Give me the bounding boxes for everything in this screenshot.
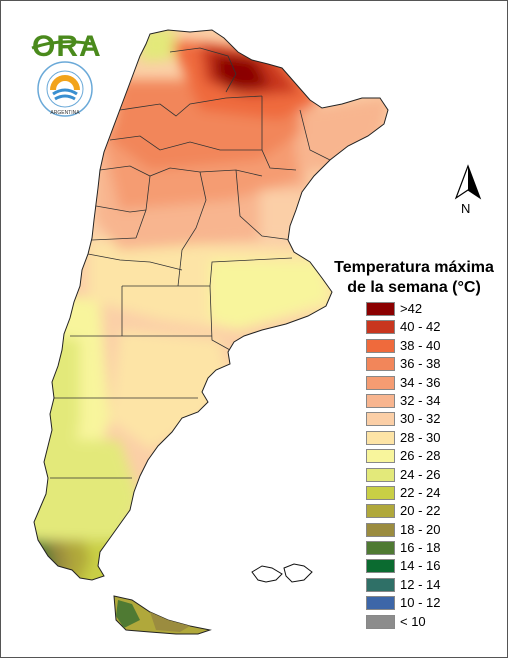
legend-swatch	[366, 467, 395, 482]
legend-swatch	[366, 504, 395, 519]
legend-label: 34 - 36	[400, 374, 441, 390]
smn-country-label: ARGENTINA	[50, 110, 80, 116]
legend-swatch	[366, 614, 395, 629]
legend-swatch	[366, 320, 395, 335]
legend-swatch	[366, 559, 395, 574]
ora-logo: ORA	[32, 30, 102, 63]
north-arrow-icon	[454, 164, 482, 200]
legend-label: 22 - 24	[400, 484, 441, 500]
legend-swatch	[366, 430, 395, 445]
legend-swatch	[366, 412, 395, 427]
legend-swatch	[366, 375, 395, 390]
legend-title: Temperatura máxima de la semana (°C)	[324, 258, 504, 298]
legend-title-line2: de la semana (°C)	[347, 279, 481, 296]
legend-swatch	[366, 449, 395, 464]
legend-label: 12 - 14	[400, 576, 441, 592]
smn-logo-icon: ARGENTINA	[37, 61, 93, 117]
legend-label: 26 - 28	[400, 448, 441, 464]
legend-swatch	[366, 485, 395, 500]
north-label: N	[461, 201, 471, 216]
province-boundaries	[50, 47, 331, 479]
legend-label: 18 - 20	[400, 521, 441, 537]
legend-label: 24 - 26	[400, 466, 441, 482]
ora-swoosh-icon	[31, 40, 93, 50]
legend-label: < 10	[400, 613, 426, 629]
legend-title-line1: Temperatura máxima	[334, 259, 494, 276]
legend-label: 16 - 18	[400, 540, 441, 556]
legend-label: 38 - 40	[400, 337, 441, 353]
legend-swatch	[366, 522, 395, 537]
legend-swatch	[366, 357, 395, 372]
legend-swatch	[366, 393, 395, 408]
legend-label: 10 - 12	[400, 595, 441, 611]
legend-label: 20 - 22	[400, 503, 441, 519]
legend-label: 32 - 34	[400, 392, 441, 408]
legend-label: 14 - 16	[400, 558, 441, 574]
legend-swatch	[366, 302, 395, 316]
legend-label: 36 - 38	[400, 356, 441, 372]
malvinas-islands	[251, 563, 313, 583]
legend-swatch	[366, 338, 395, 353]
legend-swatch	[366, 541, 395, 556]
tierra-del-fuego	[113, 595, 212, 635]
legend-swatch	[366, 577, 395, 592]
legend-label: 40 - 42	[400, 319, 441, 335]
legend-label: 30 - 32	[400, 411, 441, 427]
legend-label: >42	[400, 301, 423, 316]
legend-label: 28 - 30	[400, 429, 441, 445]
legend-swatch	[366, 596, 395, 611]
